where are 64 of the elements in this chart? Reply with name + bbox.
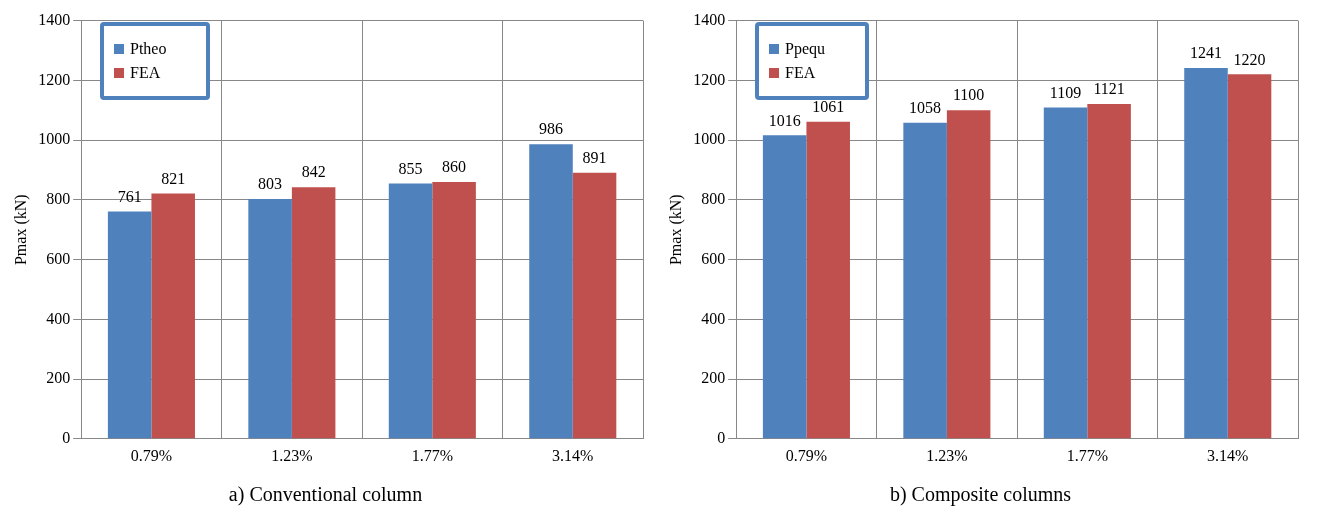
bar: [388, 183, 433, 439]
data-label: 986: [539, 120, 564, 138]
data-label: 1220: [1233, 50, 1266, 68]
data-label: 1100: [952, 86, 985, 104]
data-label: 1109: [1049, 83, 1082, 101]
bar: [151, 193, 195, 439]
bar: [572, 172, 617, 439]
y-tick-label: 0: [62, 429, 71, 446]
bar: [248, 198, 292, 439]
y-axis-title: Pmax (kN): [11, 194, 30, 266]
data-label: 1241: [1190, 44, 1223, 62]
x-tick-label: 1.77%: [1066, 446, 1108, 464]
y-tick-label: 600: [46, 249, 71, 267]
bar: [529, 144, 573, 439]
legend-label: FEA: [130, 64, 161, 82]
y-tick-label: 0: [717, 429, 726, 446]
data-label: 1058: [909, 98, 942, 116]
y-tick-label: 200: [46, 369, 71, 387]
x-tick-label: 0.79%: [785, 446, 828, 464]
y-tick-label: 1200: [38, 70, 71, 88]
legend-label: Ptheo: [130, 40, 167, 58]
data-label: 821: [161, 169, 186, 187]
bar: [107, 211, 152, 439]
x-tick-label: 1.77%: [411, 446, 453, 464]
data-label: 1016: [768, 111, 801, 129]
data-label: 803: [258, 175, 283, 193]
bar: [432, 181, 476, 439]
bar: [291, 187, 336, 439]
data-label: 842: [301, 163, 326, 181]
y-axis-title: Pmax (kN): [666, 194, 685, 266]
bar: [903, 122, 947, 439]
bar: [1043, 107, 1088, 439]
y-tick-label: 200: [701, 369, 726, 387]
x-tick-label: 0.79%: [130, 446, 173, 464]
bar: [1184, 68, 1228, 439]
x-tick-label: 3.14%: [552, 446, 594, 464]
bar: [762, 135, 807, 439]
y-tick-label: 1000: [693, 130, 726, 148]
data-label: 1061: [812, 98, 845, 116]
y-tick-label: 400: [46, 309, 71, 327]
y-tick-label: 800: [46, 190, 71, 208]
bar: [946, 110, 991, 439]
y-tick-label: 800: [701, 190, 726, 208]
legend-label: FEA: [785, 64, 816, 82]
y-tick-label: 1200: [693, 70, 726, 88]
bar: [1227, 74, 1272, 439]
data-label: 761: [117, 187, 142, 205]
y-tick-label: 1400: [38, 10, 71, 28]
y-tick-label: 400: [701, 309, 726, 327]
y-tick-label: 1000: [38, 130, 71, 148]
x-tick-label: 1.23%: [926, 446, 968, 464]
bar: [1087, 103, 1131, 439]
y-tick-label: 1400: [693, 10, 726, 28]
data-label: 860: [442, 158, 467, 176]
bar: [806, 121, 850, 439]
x-tick-label: 1.23%: [271, 446, 313, 464]
text: a) Conventional column: [228, 483, 423, 507]
y-tick-label: 600: [701, 249, 726, 267]
text: b) Composite columns: [889, 483, 1072, 507]
data-label: 891: [582, 148, 607, 166]
x-tick-label: 3.14%: [1207, 446, 1249, 464]
data-label: 1121: [1093, 80, 1125, 98]
legend-label: Ppequ: [785, 40, 825, 58]
data-label: 855: [398, 159, 423, 177]
